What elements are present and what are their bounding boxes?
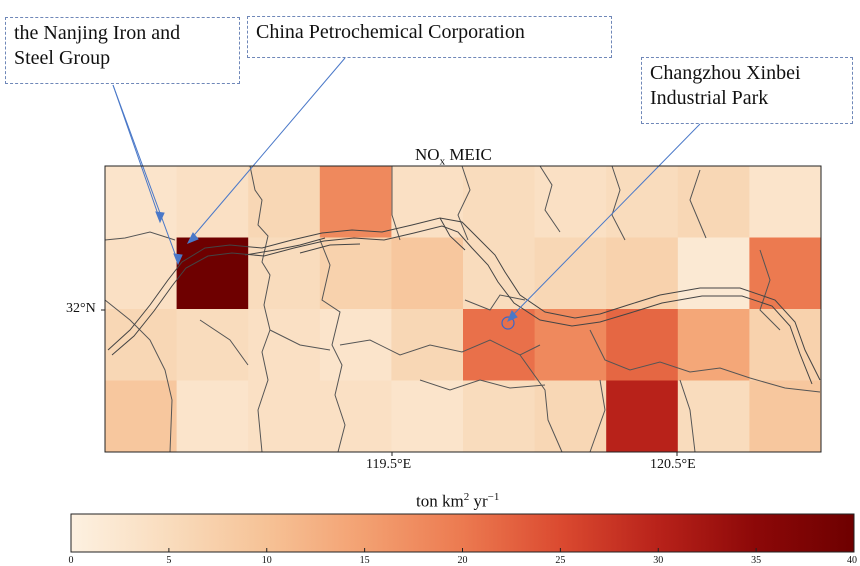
grid-cell [677, 166, 750, 238]
lon-label-119-5e: 119.5°E [366, 457, 412, 472]
colorbar-tick-label: 20 [457, 555, 468, 566]
title-inventory: MEIC [449, 145, 492, 164]
emission-grid [105, 166, 822, 453]
grid-cell [463, 380, 536, 453]
callout-line-1: the Nanjing Iron and [14, 22, 181, 44]
grid-cell [463, 166, 536, 238]
colorbar-tick-label: 0 [68, 555, 74, 566]
grid-cell [391, 237, 464, 310]
colorbar-tick-label: 30 [653, 555, 664, 566]
grid-cell [391, 309, 464, 381]
title-subscript: x [439, 155, 446, 168]
callout-text: China Petrochemical Corporation [256, 21, 525, 43]
grid-cell [319, 237, 392, 310]
title-species: NO [415, 145, 440, 164]
grid-cell [176, 166, 249, 238]
grid-cell [606, 309, 679, 381]
admin-boundaries [104, 165, 821, 453]
colorbar-tick-label: 10 [261, 555, 272, 566]
grid-cell [677, 309, 750, 381]
unit-sup-1: 2 [463, 491, 470, 503]
grid-cell [534, 380, 607, 453]
map-frame [104, 165, 822, 453]
grid-cell [534, 166, 607, 238]
callout-line-2: Industrial Park [650, 87, 769, 109]
grid-cell [319, 166, 392, 238]
grid-cell [677, 380, 750, 453]
lon-label-120-5e: 120.5°E [650, 457, 696, 472]
lat-label-32n: 32°N [66, 301, 96, 316]
colorbar-tick-label: 40 [847, 555, 857, 566]
grid-cell [606, 380, 679, 453]
colorbar-unit-label: ton km2 yr−1 [416, 491, 499, 512]
grid-cell [749, 237, 822, 310]
callout-changzhou-xinbei: Changzhou Xinbei Industrial Park [641, 57, 853, 124]
grid-cell [677, 237, 750, 310]
grid-cell [248, 237, 321, 310]
colorbar-tick-label: 15 [359, 555, 370, 566]
grid-cell [534, 309, 607, 381]
grid-cell [176, 380, 249, 453]
unit-sup-2: −1 [487, 491, 500, 503]
callout-line-2: Steel Group [14, 47, 111, 69]
unit-main: ton km [416, 491, 464, 511]
grid-cell [463, 237, 536, 310]
map-title: NOx MEIC [415, 145, 492, 167]
unit-mid: yr [469, 491, 488, 511]
colorbar-tick-label: 25 [555, 555, 566, 566]
colorbar-ticks [70, 548, 855, 552]
grid-cell [606, 237, 679, 310]
callout-china-petrochemical: China Petrochemical Corporation [247, 16, 612, 58]
grid-cell [534, 237, 607, 310]
grid-cell [391, 166, 464, 238]
grid-cell [248, 309, 321, 381]
grid-cell [749, 380, 822, 453]
grid-cell [391, 380, 464, 453]
colorbar-tick-label: 35 [751, 555, 762, 566]
colorbar [70, 513, 855, 553]
grid-cell [176, 237, 249, 310]
grid-cell [248, 380, 321, 453]
callout-line-1: Changzhou Xinbei [650, 62, 801, 84]
grid-cell [105, 380, 178, 453]
grid-cell [176, 309, 249, 381]
grid-cell [319, 380, 392, 453]
grid-cell [105, 237, 178, 310]
grid-cell [606, 166, 679, 238]
grid-cell [248, 166, 321, 238]
grid-cell [105, 309, 178, 381]
changzhou-marker [501, 316, 515, 330]
yangtze-river [107, 217, 821, 385]
grid-cell [749, 166, 822, 238]
callout-nanjing-iron-steel: the Nanjing Iron and Steel Group [5, 17, 240, 84]
grid-cell [749, 309, 822, 381]
callout-arrows [112, 57, 701, 322]
grid-cell [105, 166, 178, 238]
colorbar-tick-label: 5 [166, 555, 172, 566]
